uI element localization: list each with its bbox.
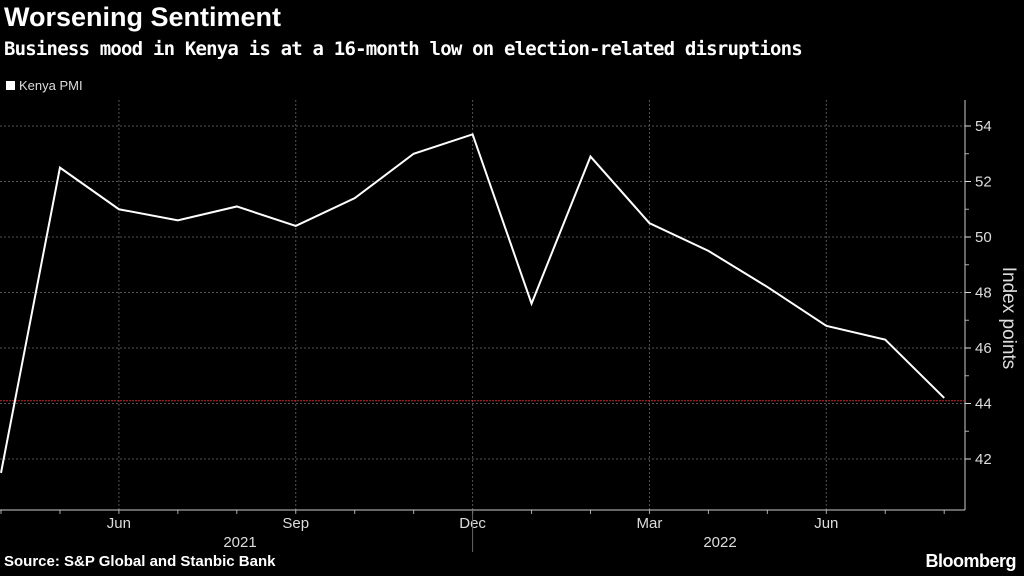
y-tick-label: 50 [975,229,992,246]
legend: Kenya PMI [6,78,83,93]
legend-label: Kenya PMI [19,78,83,93]
y-tick-label: 52 [975,174,992,191]
x-tick-label: Jun [814,515,838,532]
source-note: Source: S&P Global and Stanbic Bank [4,553,276,570]
year-label: 2022 [703,534,736,551]
chart-title: Worsening Sentiment [4,2,282,32]
y-tick-label: 46 [975,340,992,357]
y-tick-label: 54 [975,118,992,135]
x-tick-label: Sep [282,515,309,532]
y-tick-label: 44 [975,396,992,413]
x-tick-label: Mar [637,515,663,532]
x-tick-label: Jun [107,515,131,532]
chart-subtitle: Business mood in Kenya is at a 16-month … [4,38,803,60]
year-label: 2021 [223,534,256,551]
y-axis-label: Index points [998,267,1019,369]
y-tick-label: 42 [975,451,992,468]
y-tick-label: 48 [975,285,992,302]
legend-swatch [6,81,15,90]
bloomberg-logo: Bloomberg [925,551,1016,571]
